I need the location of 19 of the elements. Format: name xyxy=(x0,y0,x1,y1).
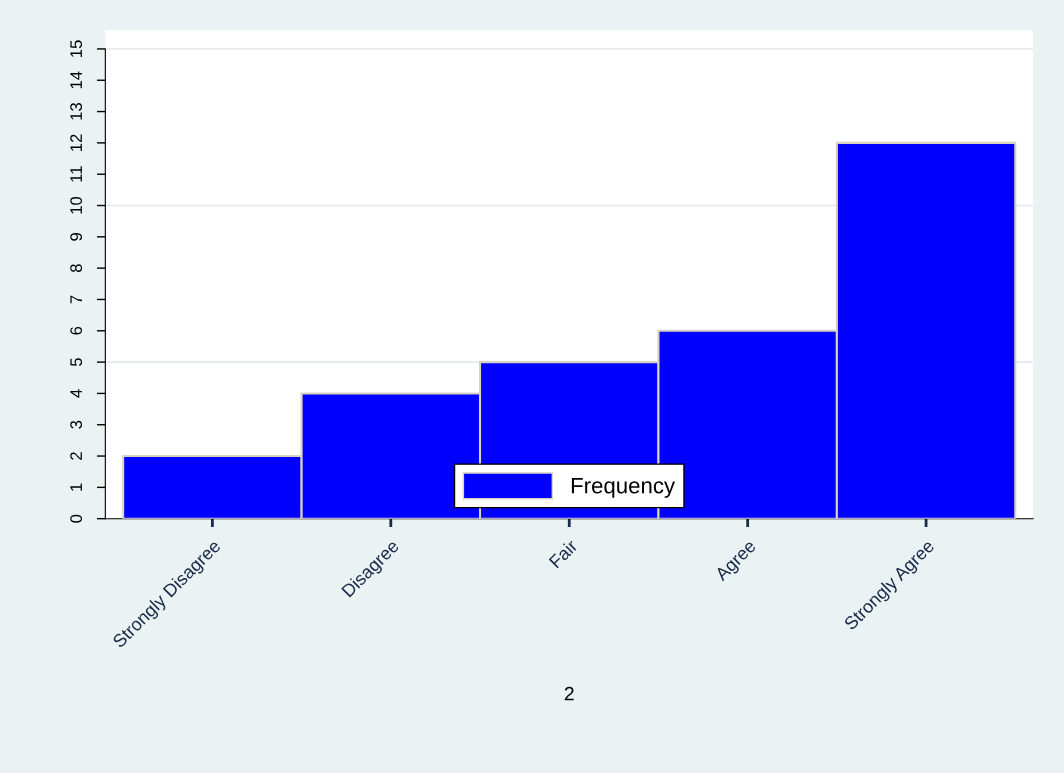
y-tick-label: 6 xyxy=(70,326,83,335)
y-tick-label: 3 xyxy=(70,420,83,429)
y-tick-label: 15 xyxy=(70,40,83,57)
y-tick-label: 2 xyxy=(70,452,82,460)
y-tick-label: 13 xyxy=(70,103,83,120)
legend-label: Frequency xyxy=(571,477,676,498)
y-tick-label: 8 xyxy=(70,264,83,273)
y-tick-label: 4 xyxy=(70,389,82,398)
x-tick-label: Fair xyxy=(548,538,579,569)
y-tick-label: 9 xyxy=(70,232,83,241)
y-tick-label: 12 xyxy=(70,134,82,151)
y-tick-label: 5 xyxy=(70,358,83,367)
y-tick-label: 14 xyxy=(70,71,82,89)
y-tick-label: 0 xyxy=(70,514,83,523)
y-tick-label: 10 xyxy=(70,196,83,214)
y-tick-label: 7 xyxy=(70,295,82,304)
y-tick-label: 11 xyxy=(70,166,82,182)
x-axis-title: 2 xyxy=(564,686,574,701)
y-tick-label: 1 xyxy=(70,483,82,491)
